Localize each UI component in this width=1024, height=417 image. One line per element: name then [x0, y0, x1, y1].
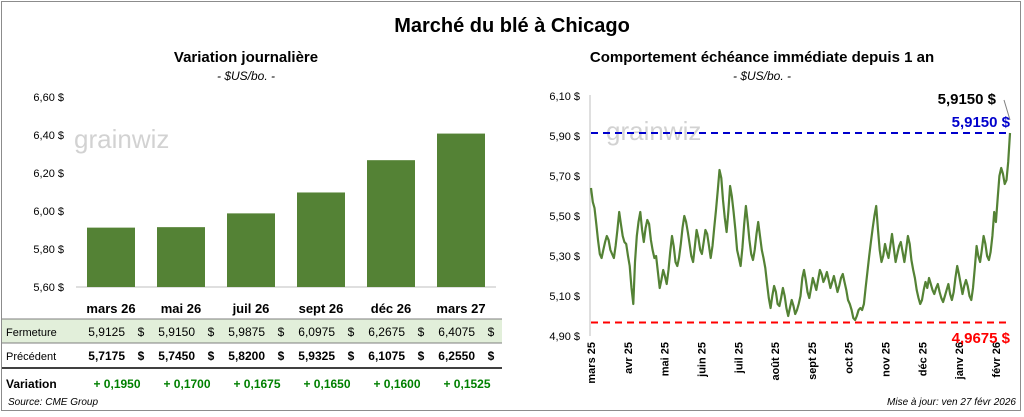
line-y-tick-label: 5,90 $ [549, 131, 580, 143]
bar-category-label: mai 26 [161, 301, 201, 316]
bar [297, 192, 345, 287]
bar-y-tick-label: 6,00 $ [33, 206, 64, 218]
line-x-tick-label: févr 26 [991, 342, 1003, 377]
watermark-left-text: grainwiz [74, 124, 169, 154]
line-y-tick-label: 5,50 $ [549, 211, 580, 223]
chart-canvas: Marché du blé à Chicago Variation journa… [2, 15, 1016, 408]
table-cell-unit: $ [418, 325, 425, 339]
bar-series: mars 26 mai 26 juil 26 sept 26 déc 26 mars 27 [86, 133, 486, 316]
fermeture-row-bg [2, 319, 502, 343]
line-y-tick-label: 5,10 $ [549, 291, 580, 303]
source-note: Source: CME Group [8, 397, 98, 408]
bar-y-tick-label: 5,60 $ [33, 282, 64, 294]
line-x-tick-label: avr 25 [623, 342, 635, 374]
watermark-right-text: grainwiz [606, 116, 701, 146]
line-y-tick-label: 4,90 $ [549, 331, 580, 343]
table-cell: 5,9875 [228, 325, 265, 339]
table-cell-unit: $ [208, 325, 215, 339]
chart-panel: Marché du blé à Chicago Variation journa… [1, 1, 1021, 411]
table-row-label: Fermeture [6, 327, 57, 339]
line-chart-subtitle: - $US/bo. - [733, 69, 791, 83]
table-cell: 5,8200 [228, 349, 265, 363]
table-cell: + 0,1525 [443, 377, 490, 391]
line-x-tick-label: nov 25 [881, 342, 893, 377]
line-x-tick-label: juil 25 [733, 342, 745, 374]
bar-chart-subtitle: - $US/bo. - [217, 69, 275, 83]
line-y-tick-label: 5,70 $ [549, 171, 580, 183]
bar [437, 133, 485, 287]
high-value-label: 5,9150 $ [952, 114, 1011, 131]
table-cell-unit: $ [208, 349, 215, 363]
table-cell: 6,2675 [368, 325, 405, 339]
watermark-right: grainwiz [606, 116, 701, 146]
bar-chart-title: Variation journalière [174, 49, 318, 66]
table-cell: 6,2550 [438, 349, 475, 363]
line-x-tick-label: mai 25 [660, 342, 672, 376]
table-cell-unit: $ [488, 325, 495, 339]
last-value-leader [1003, 99, 1011, 121]
bar-y-tick-label: 6,40 $ [33, 130, 64, 142]
table-cell: + 0,1700 [163, 377, 210, 391]
table-cell: 5,7175 [88, 349, 125, 363]
data-table: Fermeture 5,9125 $5,9150 $5,9875 $6,0975 $6,2… [6, 325, 495, 391]
line-x-tick-label: janv 26 [954, 342, 966, 380]
line-y-tick-label: 5,30 $ [549, 251, 580, 263]
table-cell: + 0,1600 [373, 377, 420, 391]
bar-category-label: déc 26 [371, 301, 411, 316]
line-x-tick-label: déc 25 [917, 342, 929, 376]
bar-y-tick-label: 6,20 $ [33, 168, 64, 180]
bar [157, 227, 205, 287]
bar [227, 213, 275, 287]
table-cell-unit: $ [278, 325, 285, 339]
line-x-axis-labels: mars 25 avr 25 mai 25 juin 25 juil 25 août 25… [586, 342, 1003, 384]
table-cell: + 0,1650 [303, 377, 350, 391]
update-note: Mise à jour: ven 27 févr 2026 [887, 397, 1016, 408]
low-value-label: 4,9675 $ [952, 330, 1011, 347]
bar-category-label: sept 26 [299, 301, 344, 316]
table-cell-unit: $ [348, 325, 355, 339]
last-value-label: 5,9150 $ [938, 91, 997, 108]
table-cell-unit: $ [138, 349, 145, 363]
table-cell: 5,9325 [298, 349, 335, 363]
table-cell-unit: $ [488, 349, 495, 363]
table-cell: 6,0975 [298, 325, 335, 339]
bar-y-tick-label: 5,80 $ [33, 244, 64, 256]
table-cell: + 0,1950 [93, 377, 140, 391]
line-x-tick-label: mars 25 [586, 342, 598, 384]
line-x-tick-label: juin 25 [696, 342, 708, 378]
line-y-tick-label: 6,10 $ [549, 91, 580, 103]
table-row-label: Variation [6, 377, 57, 391]
table-cell-unit: $ [278, 349, 285, 363]
line-chart-title: Comportement échéance immédiate depuis 1… [590, 49, 934, 66]
table-cell-unit: $ [418, 349, 425, 363]
line-x-tick-label: oct 25 [844, 342, 856, 374]
bar-category-label: mars 26 [86, 301, 135, 316]
table-cell: 6,4075 [438, 325, 475, 339]
table-cell-unit: $ [348, 349, 355, 363]
table-row-label: Précédent [6, 351, 56, 363]
line-x-tick-label: août 25 [770, 342, 782, 381]
price-series-line [589, 132, 1012, 322]
watermark-left: grainwiz [74, 124, 169, 154]
bar-y-axis-labels: 5,60 $ 5,80 $ 6,00 $ 6,20 $ 6,40 $ 6,60 $ [33, 92, 64, 294]
table-cell: + 0,1675 [233, 377, 280, 391]
line-x-tick-label: sept 25 [807, 342, 819, 380]
main-title: Marché du blé à Chicago [394, 15, 630, 37]
table-cell-unit: $ [138, 325, 145, 339]
bar-category-label: juil 26 [232, 301, 270, 316]
bar [87, 227, 135, 287]
table-cell: 5,9125 [88, 325, 125, 339]
table-cell: 5,9150 [158, 325, 195, 339]
line-y-axis-labels: 4,90 $ 5,10 $ 5,30 $ 5,50 $ 5,70 $ 5,90 $ 6,10… [549, 91, 580, 343]
bar-y-tick-label: 6,60 $ [33, 92, 64, 104]
table-cell: 5,7450 [158, 349, 195, 363]
bar [367, 160, 415, 287]
bar-category-label: mars 27 [436, 301, 485, 316]
table-cell: 6,1075 [368, 349, 405, 363]
